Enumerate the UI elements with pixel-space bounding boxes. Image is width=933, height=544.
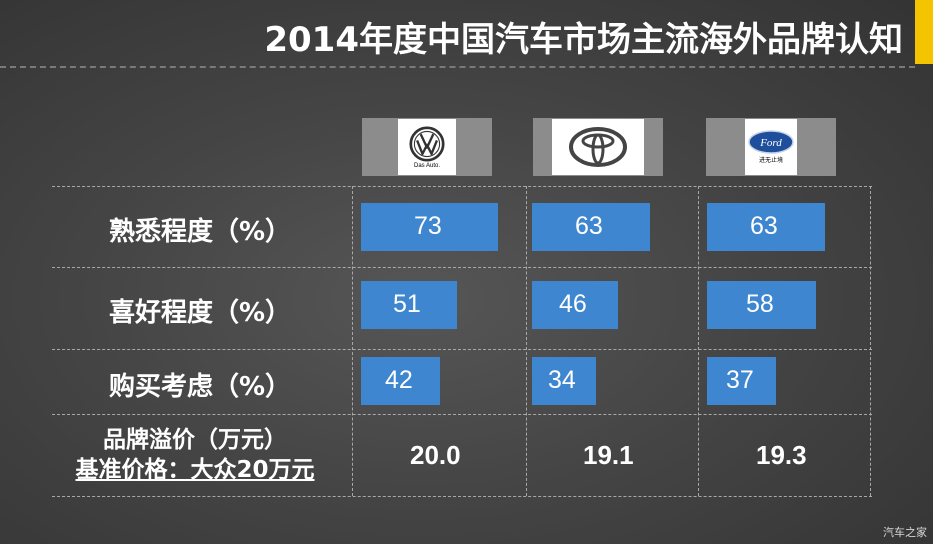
grid-column-line	[526, 186, 527, 496]
volkswagen-logo-caption: Das Auto.	[413, 162, 440, 169]
grid-line	[52, 496, 872, 497]
volkswagen-logo-card: Das Auto.	[398, 119, 456, 175]
grid-column-line	[352, 186, 353, 496]
bar-familiarity-toyota	[532, 203, 650, 251]
bar-purchase-consideration-toyota	[532, 357, 596, 405]
bar-value-label: 58	[746, 290, 774, 318]
bar-purchase-consideration-ford	[707, 357, 776, 405]
bar-preference-volkswagen	[361, 281, 457, 329]
premium-label-baseline: 基准价格：大众20万元	[75, 457, 315, 483]
grid-column-line	[698, 186, 699, 496]
grid-line	[52, 414, 872, 415]
page-title: 2014年度中国汽车市场主流海外品牌认知	[264, 20, 903, 60]
toyota-logo-icon	[569, 127, 627, 167]
brand-logo-ford: Ford 进无止境	[706, 118, 836, 176]
bar-value-label: 51	[393, 290, 421, 318]
title-divider	[0, 66, 915, 68]
grid-line	[52, 186, 872, 187]
premium-value-volkswagen: 20.0	[410, 440, 461, 470]
bar-value-label: 46	[559, 290, 587, 318]
premium-value-ford: 19.3	[756, 440, 807, 470]
svg-text:Ford: Ford	[759, 137, 782, 149]
toyota-logo-card	[552, 119, 644, 175]
bar-value-label: 73	[414, 212, 442, 240]
grid-column-line	[870, 186, 871, 496]
bar-value-label: 34	[548, 366, 576, 394]
grid-line	[52, 349, 872, 350]
watermark: 汽车之家	[883, 526, 927, 539]
ford-logo-caption: 进无止境	[758, 158, 783, 164]
premium-label: 品牌溢价（万元） 基准价格：大众20万元	[40, 425, 350, 485]
bar-value-label: 42	[385, 366, 413, 394]
brand-logo-volkswagen: Das Auto.	[362, 118, 492, 176]
bar-value-label: 37	[726, 366, 754, 394]
ford-logo-card: Ford 进无止境	[745, 119, 797, 175]
volkswagen-logo-icon	[409, 125, 445, 162]
title-accent-bar	[915, 0, 933, 64]
ford-logo-icon: Ford	[748, 130, 794, 154]
bar-preference-ford	[707, 281, 816, 329]
bar-value-label: 63	[575, 212, 603, 240]
premium-value-toyota: 19.1	[583, 440, 634, 470]
premium-label-main: 品牌溢价（万元）	[103, 427, 287, 453]
metric-label-purchase-consideration: 购买考虑（%）	[108, 372, 292, 402]
grid-line	[52, 267, 872, 268]
bar-familiarity-volkswagen	[361, 203, 498, 251]
bar-purchase-consideration-volkswagen	[361, 357, 440, 405]
bar-value-label: 63	[750, 212, 778, 240]
metric-label-familiarity: 熟悉程度（%）	[108, 217, 292, 247]
bar-preference-toyota	[532, 281, 618, 329]
metric-label-preference: 喜好程度（%）	[108, 298, 292, 328]
bar-familiarity-ford	[707, 203, 825, 251]
brand-logo-toyota	[533, 118, 663, 176]
